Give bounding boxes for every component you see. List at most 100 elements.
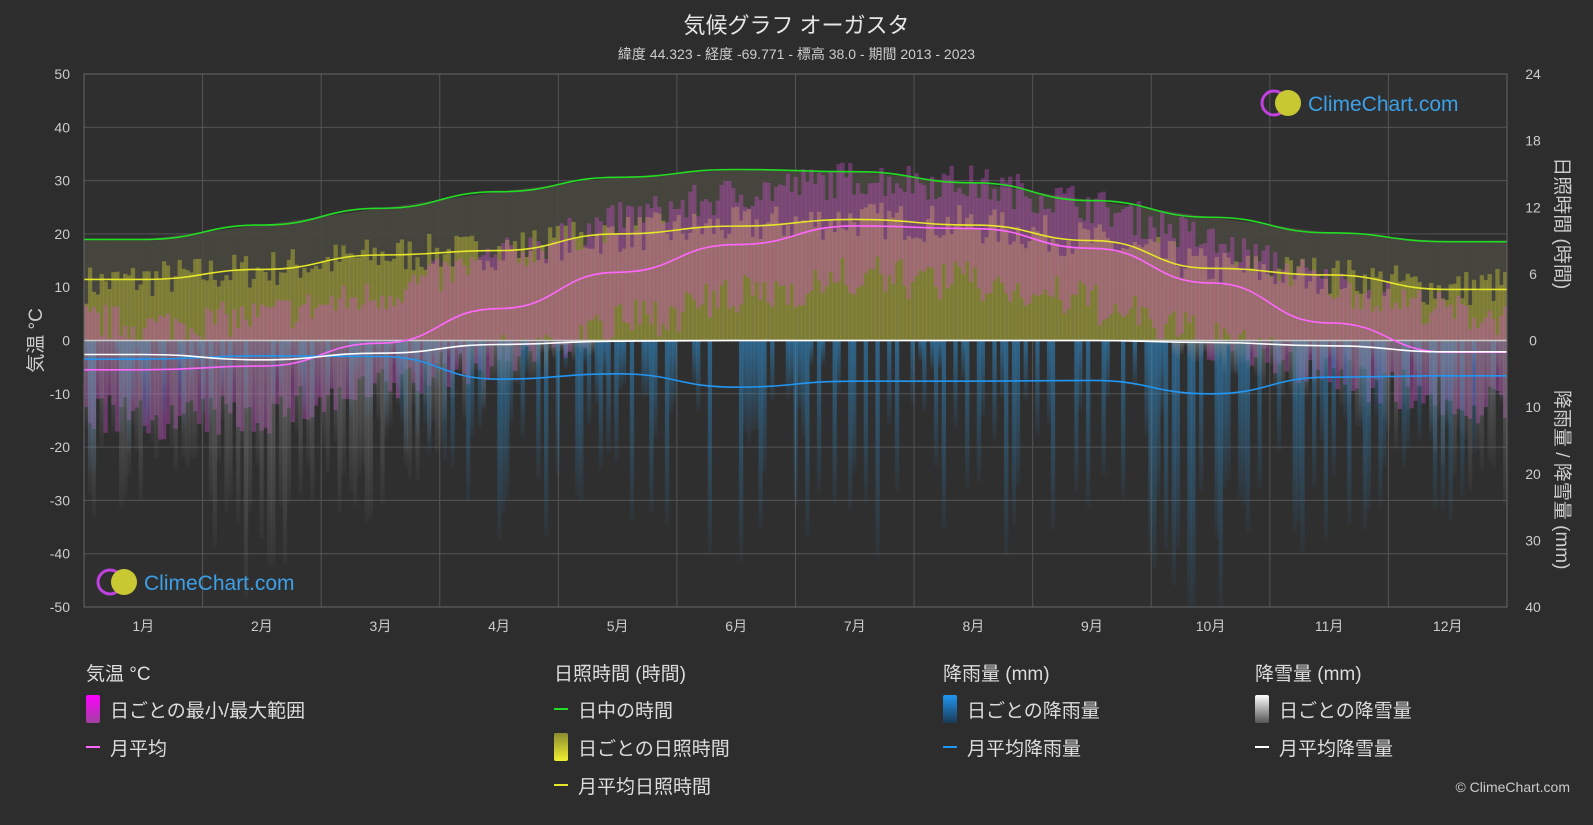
sunshine-daily-bar	[641, 250, 646, 341]
snow-daily-bar	[376, 340, 381, 420]
sunshine-daily-bar	[1468, 304, 1473, 341]
tick-label-precipitation: 20	[1525, 466, 1541, 482]
sunshine-daily-bar	[185, 270, 190, 341]
rain-daily-bar	[1132, 340, 1138, 388]
sunshine-daily-bar	[466, 236, 471, 341]
sunshine-daily-bar	[711, 234, 716, 341]
temp-range-bar	[657, 206, 662, 337]
sunshine-daily-bar	[158, 279, 163, 341]
snow-daily-bar	[1401, 340, 1407, 404]
sunshine-daily-bar	[407, 241, 412, 341]
sunshine-daily-bar	[540, 244, 545, 341]
sunshine-daily-bar	[598, 253, 603, 341]
sunshine-daily-bar	[1487, 274, 1492, 341]
sunshine-daily-bar	[840, 228, 845, 341]
rain-daily-bar	[586, 340, 592, 425]
temp-range-bar	[462, 265, 467, 374]
snow-daily-bar	[349, 340, 354, 492]
temp-range-bar	[411, 275, 416, 383]
sunshine-daily-bar	[1156, 237, 1161, 341]
temp-range-bar	[750, 205, 755, 296]
sunshine-daily-bar	[208, 260, 214, 341]
sunshine-daily-bar	[126, 275, 132, 341]
sunshine-daily-bar	[286, 259, 292, 341]
legend-item-sunshine-daily: 日ごとの日照時間	[554, 728, 730, 766]
sunshine-daily-bar	[1035, 231, 1040, 341]
rain-daily-bar	[750, 340, 755, 431]
legend-sunshine-title: 日照時間 (時間)	[554, 664, 686, 685]
snow-daily-bar	[415, 340, 420, 481]
tick-label-temperature: 10	[54, 279, 70, 295]
temp-range-bar	[442, 261, 447, 363]
sunshine-daily-bar	[957, 205, 962, 341]
sunshine-daily-bar	[1163, 258, 1169, 341]
sunshine-daily-bar	[875, 213, 880, 341]
temp-range-bar	[1163, 233, 1169, 324]
rain-daily-bar	[965, 340, 970, 489]
snow-daily-bar	[1452, 340, 1457, 475]
temp-range-bar	[1327, 295, 1332, 383]
rain-daily-bar	[1222, 340, 1227, 488]
tick-label-month: 8月	[962, 618, 984, 634]
snow-daily-bar	[169, 340, 175, 446]
sunshine-daily-bar	[1491, 300, 1496, 341]
temp-range-bar	[1175, 247, 1180, 338]
rain-daily-bar	[1226, 340, 1231, 481]
sunshine-daily-bar	[715, 218, 720, 341]
sunshine-daily-bar	[1230, 264, 1235, 341]
chart-title: 気候グラフ オーガスタ	[683, 13, 910, 38]
temp-range-bar	[1401, 289, 1407, 370]
rain-daily-bar	[785, 340, 791, 399]
sunshine-daily-bar	[1296, 266, 1301, 341]
sunshine-daily-bar	[1214, 257, 1219, 341]
sunshine-daily-bar	[516, 257, 522, 341]
snow-daily-bar	[181, 340, 186, 458]
sunshine-daily-bar	[805, 221, 810, 341]
rain-daily-swatch	[943, 695, 957, 723]
sunshine-daily-bar	[427, 233, 432, 341]
sunshine-daily-bar	[95, 294, 100, 341]
rain-daily-bar	[1085, 340, 1091, 508]
snow-daily-bar	[466, 340, 471, 388]
snow-daily-bar	[150, 340, 155, 443]
sunshine-daily-bar	[1043, 215, 1048, 341]
sunshine-daily-bar	[364, 239, 369, 341]
sunshine-daily-bar	[793, 216, 798, 341]
snow-daily-bar	[1479, 340, 1485, 471]
temp-range-bar	[883, 196, 888, 292]
rain-daily-bar	[863, 340, 869, 504]
sunshine-daily-bar	[887, 210, 892, 341]
rain-daily-bar	[1362, 340, 1368, 530]
rain-daily-bar	[937, 340, 943, 369]
snow-daily-bar	[353, 340, 358, 506]
snow-daily-bar	[1436, 340, 1442, 419]
temp-range-bar	[711, 215, 716, 291]
snow-daily-bar	[380, 340, 385, 505]
temp-range-bar	[703, 199, 709, 284]
snow-daily-bar	[1249, 340, 1254, 353]
sunshine-daily-bar	[263, 272, 268, 341]
temp-range-bar	[1183, 218, 1188, 313]
snow-daily-bar	[177, 340, 182, 373]
snow-daily-bar	[267, 340, 272, 565]
legend-snow: 降雪量 (mm) 日ごとの降雪量 月平均降雪量	[1255, 660, 1412, 766]
daylight-bar	[1343, 233, 1348, 341]
sunshine-daily-bar	[785, 225, 791, 341]
rain-daily-bar	[742, 340, 748, 432]
daylight-bar	[1206, 216, 1212, 341]
temp-range-bar	[625, 205, 631, 324]
sunshine-daily-bar	[1237, 268, 1243, 341]
snow-daily-bar	[212, 340, 217, 547]
rain-daily-bar	[1245, 340, 1251, 532]
rain-daily-bar	[836, 340, 841, 394]
sunshine-daily-bar	[1374, 277, 1379, 341]
rain-daily-bar	[707, 340, 713, 554]
temp-range-bar	[731, 187, 736, 306]
sunshine-daily-bar	[742, 211, 748, 341]
snow-daily-bar	[1280, 340, 1286, 397]
temp-range-bar	[540, 251, 545, 342]
temp-range-bar	[1284, 263, 1290, 372]
rain-daily-bar	[622, 340, 627, 385]
temp-range-bar	[933, 199, 939, 287]
snow-daily-bar	[1351, 340, 1356, 389]
